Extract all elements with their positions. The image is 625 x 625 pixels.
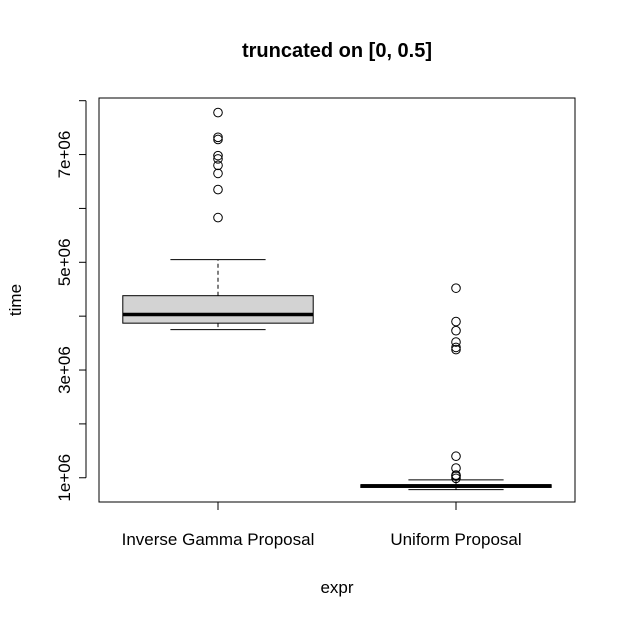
y-tick-label: 3e+06 (55, 346, 74, 394)
outlier-point (213, 184, 223, 195)
outlier-point (451, 283, 461, 293)
outlier-point (451, 463, 461, 473)
chart-title: truncated on [0, 0.5] (242, 40, 432, 62)
outlier-point (451, 342, 461, 353)
y-tick-label: 5e+06 (55, 238, 74, 286)
outlier-point (451, 344, 461, 355)
outlier-point (213, 168, 223, 179)
x-tick-label: Inverse Gamma Proposal (122, 530, 315, 549)
y-tick-label: 7e+06 (55, 131, 74, 179)
box-group (122, 107, 314, 331)
outlier-point (213, 154, 223, 164)
x-axis: Inverse Gamma Proposal Uniform Proposal (122, 502, 522, 549)
outlier-point (213, 160, 223, 171)
outlier-point (451, 473, 461, 484)
outlier-point (451, 470, 461, 480)
outlier-point (213, 134, 223, 145)
box-group (360, 283, 552, 491)
outlier-point (213, 107, 223, 118)
outlier-point (451, 337, 461, 347)
outlier-point (213, 212, 223, 223)
x-tick-label: Uniform Proposal (390, 530, 521, 549)
outlier-point (451, 316, 461, 327)
y-axis: 1e+06 3e+06 5e+06 7e+06 (55, 100, 87, 502)
outlier-point (213, 150, 223, 161)
box-series (122, 107, 552, 491)
outlier-point (213, 132, 223, 143)
plot-frame (98, 97, 576, 503)
outlier-point (451, 451, 461, 462)
y-axis-label: time (6, 284, 25, 316)
box-iqr (122, 295, 314, 324)
x-axis-label: expr (320, 578, 353, 597)
outlier-point (451, 325, 461, 336)
y-tick-label: 1e+06 (55, 454, 74, 502)
